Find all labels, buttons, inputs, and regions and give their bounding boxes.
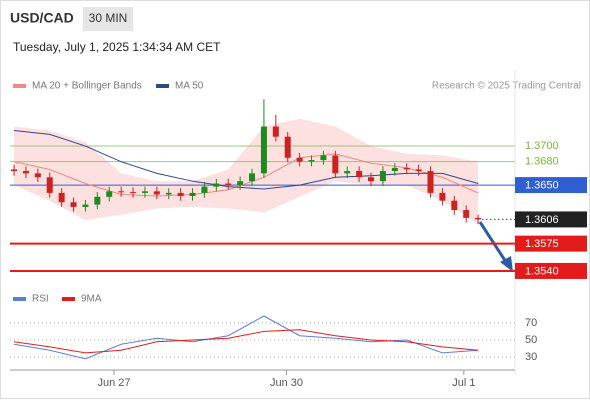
rsi-tick-label: 50 <box>525 334 537 346</box>
arrow-head <box>500 256 513 272</box>
level-label: 1.3540 <box>525 265 559 277</box>
bollinger-band <box>14 118 479 225</box>
timeframe: 30 MIN <box>89 11 128 25</box>
candle-body <box>344 171 351 174</box>
timestamp: Tuesday, July 1, 2025 1:34:34 AM CET <box>13 40 221 54</box>
arrow <box>478 221 508 263</box>
legend-swatch <box>13 84 26 88</box>
candle-body <box>415 169 422 172</box>
chart-title: USD/CAD <box>10 10 74 26</box>
candle-body <box>260 126 267 174</box>
candle-body <box>427 171 434 193</box>
candle-body <box>201 186 208 193</box>
candle-body <box>463 210 470 218</box>
rsi-tick-label: 30 <box>525 351 537 363</box>
candle-body <box>94 196 101 205</box>
legend-label: RSI <box>32 294 49 305</box>
ma-line <box>13 129 479 190</box>
candle-body <box>189 192 196 197</box>
x-tick-label: Jun 30 <box>270 377 303 389</box>
candle-body <box>296 157 303 162</box>
rsi-line <box>13 329 479 354</box>
candle-body <box>272 126 279 137</box>
attribution: Research © 2025 Trading Central <box>432 81 581 92</box>
candle-body <box>141 191 148 193</box>
level-label: 1.3680 <box>525 156 559 168</box>
candle-body <box>332 155 339 174</box>
candle-body <box>34 173 41 178</box>
level-box <box>515 177 587 194</box>
legend-label: MA 20 + Bollinger Bands <box>32 81 142 92</box>
legend-swatch <box>13 297 26 301</box>
candle-body <box>165 192 172 195</box>
candle-body <box>106 191 113 197</box>
level-label: 1.3606 <box>525 214 559 226</box>
candle-body <box>46 177 53 193</box>
legend-swatch <box>156 84 169 88</box>
candle-body <box>82 204 89 207</box>
candle-body <box>130 192 137 194</box>
x-tick-label: Jul 1 <box>452 377 475 389</box>
candle-body <box>368 177 375 182</box>
candle-body <box>58 192 65 203</box>
candle-body <box>118 191 125 193</box>
rsi-line <box>13 315 479 360</box>
candle-body <box>213 183 220 187</box>
candle-body <box>11 169 18 172</box>
rsi-tick-label: 70 <box>525 317 537 329</box>
candle-body <box>403 167 410 170</box>
candle-body <box>320 155 327 161</box>
level-label: 1.3650 <box>525 179 559 191</box>
candle-body <box>249 173 256 182</box>
level-box <box>515 211 587 228</box>
candle-body <box>284 136 291 158</box>
candle-body <box>475 217 482 220</box>
legend-label: MA 50 <box>175 81 204 92</box>
candle-body <box>379 171 386 182</box>
level-box <box>515 235 587 252</box>
ma-line <box>13 153 479 197</box>
candle-body <box>22 171 29 174</box>
candle-body <box>451 200 458 211</box>
candle-body <box>177 192 184 197</box>
candle-body <box>439 192 446 201</box>
level-label: 1.3700 <box>525 140 559 152</box>
candle-body <box>225 183 232 186</box>
legend-swatch <box>62 297 75 301</box>
timeframe-box <box>83 7 133 31</box>
candle-body <box>308 160 315 162</box>
level-label: 1.3575 <box>525 238 559 250</box>
x-tick-label: Jun 27 <box>97 377 130 389</box>
candle-body <box>356 171 363 178</box>
candle-body <box>237 181 244 186</box>
candle-body <box>153 191 160 195</box>
candle-body <box>70 202 77 207</box>
level-box <box>515 262 587 279</box>
candle-body <box>391 167 398 172</box>
legend-label: 9MA <box>81 294 102 305</box>
